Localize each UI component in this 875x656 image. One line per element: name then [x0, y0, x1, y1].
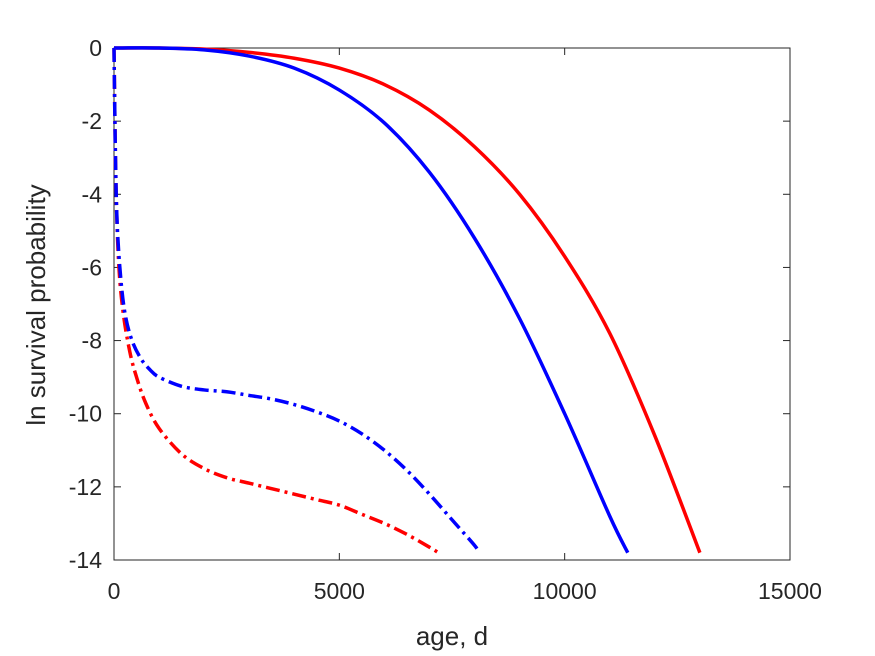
y-tick-label: -2 — [82, 108, 102, 134]
series-line-2 — [112, 47, 440, 555]
series-line-0 — [113, 46, 702, 554]
series-line-1 — [113, 46, 630, 554]
x-tick-label: 15000 — [758, 578, 822, 604]
x-tick-label: 5000 — [314, 578, 365, 604]
y-tick-label: -12 — [69, 474, 102, 500]
x-tick-label: 0 — [108, 578, 121, 604]
y-tick-label: -14 — [69, 547, 102, 573]
y-tick-label: -6 — [82, 254, 102, 280]
x-tick-label: 10000 — [533, 578, 597, 604]
y-tick-label: -8 — [82, 328, 102, 354]
x-axis-label: age, d — [416, 621, 488, 651]
axes-box — [113, 47, 791, 561]
y-tick-label: -4 — [82, 181, 103, 207]
tick-labels: 0 5000 10000 15000 0 -2 -4 -6 -8 -10 -12 -14 — [69, 35, 822, 604]
y-tick-label: 0 — [89, 35, 102, 61]
series-line-3 — [112, 47, 481, 554]
y-tick-label: -10 — [69, 401, 102, 427]
y-axis-label: ln survival probability — [21, 184, 51, 425]
plot-area — [112, 46, 791, 561]
